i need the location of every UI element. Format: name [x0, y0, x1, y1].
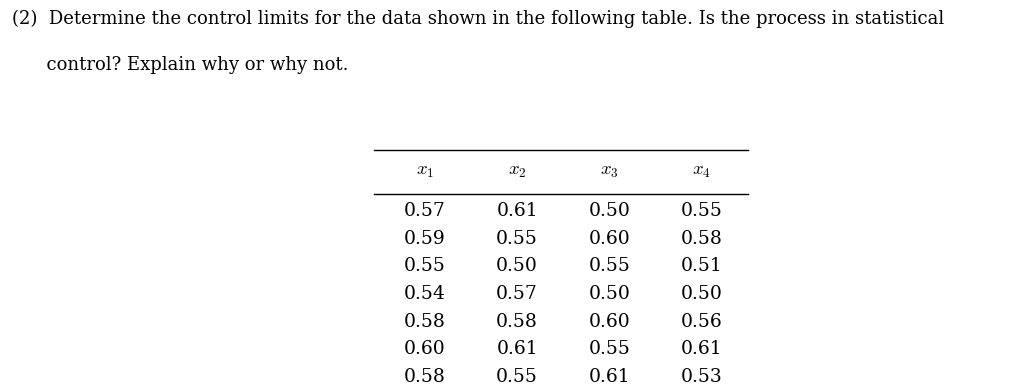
Text: 0.54: 0.54 [404, 285, 445, 303]
Text: 0.60: 0.60 [589, 230, 630, 248]
Text: $x_3$: $x_3$ [600, 162, 618, 180]
Text: 0.58: 0.58 [681, 230, 722, 248]
Text: 0.53: 0.53 [681, 368, 722, 384]
Text: 0.50: 0.50 [589, 202, 630, 220]
Text: 0.50: 0.50 [589, 285, 630, 303]
Text: (2)  Determine the control limits for the data shown in the following table. Is : (2) Determine the control limits for the… [12, 10, 944, 28]
Text: $x_1$: $x_1$ [416, 162, 434, 180]
Text: 0.61: 0.61 [497, 202, 538, 220]
Text: 0.57: 0.57 [497, 285, 538, 303]
Text: 0.55: 0.55 [589, 258, 630, 275]
Text: 0.61: 0.61 [681, 341, 722, 358]
Text: 0.58: 0.58 [404, 313, 445, 331]
Text: 0.51: 0.51 [681, 258, 722, 275]
Text: control? Explain why or why not.: control? Explain why or why not. [12, 56, 349, 74]
Text: 0.55: 0.55 [589, 341, 630, 358]
Text: 0.55: 0.55 [497, 368, 538, 384]
Text: 0.59: 0.59 [404, 230, 445, 248]
Text: 0.55: 0.55 [404, 258, 445, 275]
Text: 0.55: 0.55 [497, 230, 538, 248]
Text: 0.58: 0.58 [497, 313, 538, 331]
Text: 0.56: 0.56 [681, 313, 722, 331]
Text: 0.58: 0.58 [404, 368, 445, 384]
Text: 0.57: 0.57 [404, 202, 445, 220]
Text: 0.61: 0.61 [589, 368, 630, 384]
Text: 0.60: 0.60 [589, 313, 630, 331]
Text: 0.61: 0.61 [497, 341, 538, 358]
Text: 0.50: 0.50 [681, 285, 722, 303]
Text: $x_4$: $x_4$ [692, 162, 711, 180]
Text: 0.55: 0.55 [681, 202, 722, 220]
Text: $x_2$: $x_2$ [508, 162, 526, 180]
Text: 0.60: 0.60 [404, 341, 445, 358]
Text: 0.50: 0.50 [497, 258, 538, 275]
